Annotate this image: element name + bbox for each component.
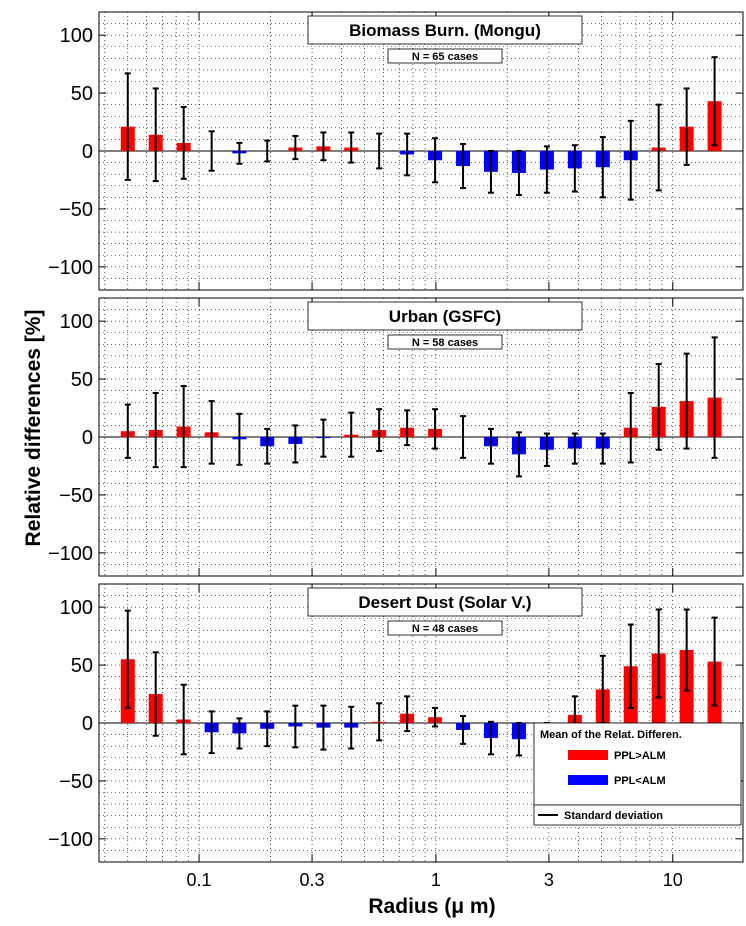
panel-title-box	[307, 587, 583, 617]
panel-title: Desert Dust (Solar V.)	[358, 593, 531, 612]
x-axis-label: Radius (μ m)	[368, 895, 495, 918]
legend-swatch-negative	[568, 775, 608, 785]
x-tick-label: 10	[663, 870, 683, 890]
y-tick-label: 0	[82, 141, 93, 163]
y-tick-label: −100	[48, 829, 93, 851]
chart-panel: 100 50 0 −50 −100 Desert Dust (Solar V.) N = 4…	[48, 583, 744, 863]
legend-label-std: Standard deviation	[564, 810, 663, 822]
chart-panels: 100 50 0 −50 −100 Biomass Burn. (Mongu) N = 65…	[48, 11, 744, 863]
panel-subtitle: N = 58 cases	[412, 337, 478, 349]
legend-label-positive: PPL>ALM	[614, 750, 666, 762]
legend-std-box	[533, 804, 742, 826]
y-tick-label: 50	[71, 369, 93, 391]
y-tick-label: 0	[82, 427, 93, 449]
panel-title-box	[307, 301, 583, 331]
panel-subtitle-box	[387, 334, 503, 350]
y-tick-label: 50	[71, 655, 93, 677]
y-tick-label: 0	[82, 713, 93, 735]
legend-title: Mean of the Relat. Differen.	[540, 729, 682, 741]
y-axis-label: Relative differences [%]	[22, 310, 45, 547]
chart-panel: 100 50 0 −50 −100 Biomass Burn. (Mongu) N = 65…	[48, 11, 744, 291]
grid	[99, 298, 743, 576]
panel-title: Biomass Burn. (Mongu)	[349, 21, 541, 40]
x-tick-labels: 0.1 0.3 1 3 10	[187, 870, 683, 890]
panel-subtitle: N = 65 cases	[412, 51, 478, 63]
y-tick-label: −100	[48, 257, 93, 279]
y-tick-label: 100	[60, 311, 93, 333]
x-tick-label: 0.3	[300, 870, 325, 890]
y-tick-label: 50	[71, 83, 93, 105]
grid	[99, 12, 743, 290]
chart-panel: 100 50 0 −50 −100 Urban (GSFC) N = 58 cases	[48, 297, 744, 577]
x-tick-label: 3	[544, 870, 554, 890]
legend-label-negative: PPL<ALM	[614, 775, 666, 787]
y-tick-label: −50	[59, 771, 93, 793]
y-tick-label: −100	[48, 543, 93, 565]
panel-subtitle-box	[387, 620, 503, 636]
y-tick-label: −50	[59, 485, 93, 507]
y-tick-label: −50	[59, 199, 93, 221]
y-tick-label: 100	[60, 597, 93, 619]
y-tick-label: 100	[60, 25, 93, 47]
legend-swatch-positive	[568, 750, 608, 760]
panel-subtitle-box	[387, 48, 503, 64]
legend-box	[533, 722, 742, 806]
panel-title: Urban (GSFC)	[389, 307, 501, 326]
x-tick-label: 1	[431, 870, 441, 890]
panel-title-box	[307, 15, 583, 45]
legend: Mean of the Relat. Differen. PPL>ALM PPL<A…	[533, 722, 742, 826]
panel-subtitle: N = 48 cases	[412, 623, 478, 635]
x-tick-label: 0.1	[187, 870, 212, 890]
